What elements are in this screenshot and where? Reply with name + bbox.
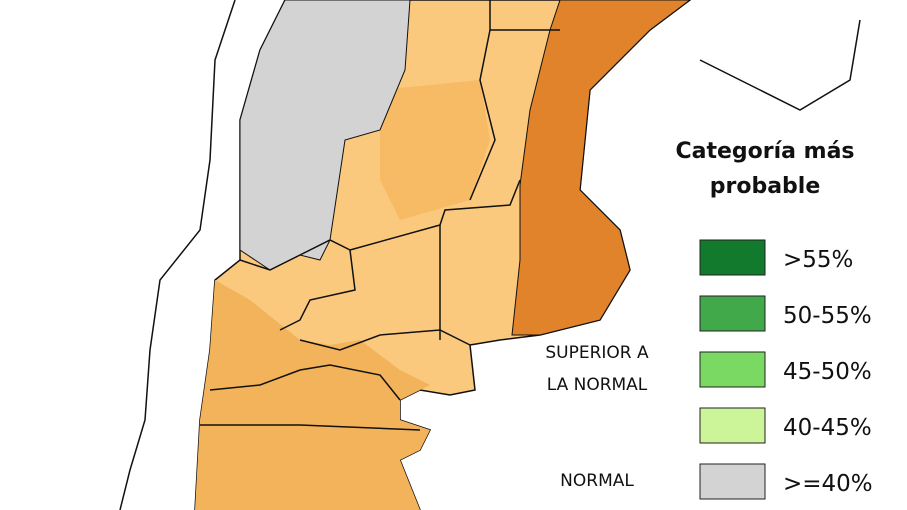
region-grey — [239, 0, 411, 271]
province-border — [299, 329, 471, 351]
coast-east — [699, 19, 861, 111]
province-border — [349, 179, 521, 251]
legend-label: >55% — [783, 247, 853, 273]
legend-swatch — [699, 463, 766, 500]
legend: >55% 50-55% 45-50% 40-45% >=40% — [699, 239, 873, 500]
legend-swatch — [699, 239, 766, 276]
region-dark-orange — [511, 0, 691, 336]
group-label: SUPERIOR A — [545, 343, 649, 363]
legend-swatch — [699, 351, 766, 388]
legend-swatch — [699, 295, 766, 332]
map-shapes — [119, 0, 861, 510]
region-orange-north — [380, 80, 490, 220]
group-label: NORMAL — [560, 471, 634, 491]
region-medium-orange — [195, 280, 430, 510]
legend-label: >=40% — [783, 471, 873, 497]
province-border — [209, 364, 401, 401]
legend-title: probable — [710, 174, 821, 199]
legend-label: 50-55% — [783, 303, 872, 329]
coast-chile — [119, 0, 236, 510]
legend-label: 40-45% — [783, 415, 872, 441]
province-border — [469, 29, 496, 201]
legend-label: 45-50% — [783, 359, 872, 385]
province-border — [200, 424, 421, 431]
legend-title: Categoría más — [675, 139, 854, 164]
legend-swatch — [699, 407, 766, 444]
group-label: LA NORMAL — [547, 375, 648, 395]
